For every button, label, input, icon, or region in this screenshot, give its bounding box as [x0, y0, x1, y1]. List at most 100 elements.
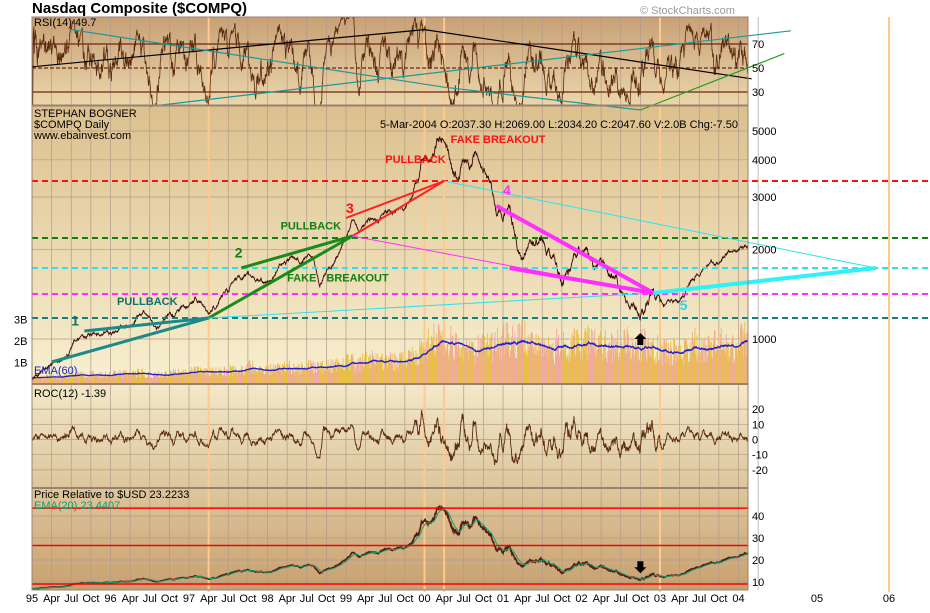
volume-bar — [709, 346, 711, 383]
price-trendline — [207, 234, 354, 320]
volume-bar — [702, 362, 704, 383]
volume-bar — [629, 347, 631, 383]
volume-bar — [312, 370, 313, 383]
volume-bar — [49, 373, 51, 383]
volume-bar — [209, 377, 211, 383]
volume-bar — [638, 360, 640, 383]
volume-bar — [37, 379, 39, 383]
relative-panel — [32, 489, 748, 590]
volume-bar — [222, 376, 224, 383]
volume-bar — [636, 346, 637, 383]
volume-bar — [82, 373, 84, 383]
volume-bar — [142, 371, 144, 383]
volume-bar — [110, 376, 112, 383]
volume-bar — [248, 361, 250, 383]
volume-bar — [627, 334, 629, 383]
volume-bar — [417, 364, 419, 383]
volume-bar — [103, 375, 105, 383]
volume-bar — [302, 369, 304, 383]
volume-bar — [667, 342, 669, 383]
price-trendline — [653, 266, 877, 295]
volume-bar — [546, 346, 548, 383]
volume-bar — [138, 377, 140, 383]
volume-ema-label: EMA(60) — [34, 365, 77, 377]
volume-bar — [325, 366, 327, 383]
volume-bar — [231, 367, 232, 383]
volume-bar — [680, 359, 682, 383]
volume-bar — [254, 374, 256, 383]
volume-bar — [436, 346, 438, 383]
volume-bar — [237, 372, 239, 383]
volume-bar — [664, 339, 665, 383]
volume-bar — [569, 362, 571, 383]
volume-bar — [167, 377, 169, 383]
volume-bar — [505, 322, 507, 383]
volume-bar — [149, 369, 151, 383]
volume-bar — [669, 348, 671, 383]
volume-bar — [398, 369, 399, 383]
volume-bar — [337, 359, 339, 383]
volume-bar — [479, 339, 481, 383]
volume-bar — [267, 370, 269, 383]
volume-bar — [649, 356, 651, 383]
volume-bar — [44, 377, 46, 383]
volume-bar — [170, 370, 172, 383]
volume-bar — [564, 345, 566, 383]
volume-bar — [65, 374, 67, 383]
volume-bar — [599, 343, 601, 383]
volume-bar — [547, 361, 549, 383]
volume-bar — [589, 354, 591, 383]
volume-bar — [136, 378, 138, 383]
volume-bar — [374, 365, 376, 383]
volume-bar — [462, 343, 464, 383]
volume-bar — [138, 369, 140, 383]
volume-bar — [639, 360, 641, 383]
volume-bar — [622, 345, 624, 383]
volume-bar — [194, 366, 196, 383]
volume-bar — [455, 339, 457, 383]
volume-bar — [464, 347, 465, 383]
volume-bar — [584, 328, 586, 383]
rsi-group — [32, 17, 748, 105]
volume-bar — [599, 331, 601, 383]
volume-bar — [537, 355, 539, 383]
volume-bar — [390, 354, 392, 383]
price-axis-tick: 3000 — [752, 192, 776, 204]
volume-bar — [637, 337, 639, 383]
volume-bar — [224, 366, 226, 383]
volume-bar — [64, 373, 65, 383]
volume-bar — [47, 374, 49, 383]
volume-bar — [745, 356, 747, 383]
volume-bar — [161, 377, 163, 383]
volume-bar — [614, 358, 616, 383]
volume-bar — [50, 374, 52, 383]
volume-bar — [34, 375, 36, 383]
volume-bar — [319, 371, 321, 383]
volume-bar — [408, 350, 410, 383]
volume-bar — [558, 334, 560, 383]
volume-bar — [618, 357, 620, 383]
volume-bar — [460, 357, 462, 383]
volume-bar — [55, 379, 57, 383]
relative-ema-label: EMA(20) 23.4407 — [34, 500, 120, 512]
volume-bar — [241, 366, 243, 383]
volume-bar — [306, 371, 308, 383]
volume-bar — [301, 374, 303, 383]
volume-bar — [726, 342, 728, 383]
volume-bar — [470, 348, 472, 383]
volume-bar — [72, 372, 74, 383]
volume-bar — [480, 337, 482, 383]
x-axis-tick: 03 — [654, 593, 666, 605]
volume-bar — [568, 346, 570, 383]
volume-bar — [284, 361, 285, 383]
volume-bar — [716, 345, 718, 383]
volume-bar — [236, 370, 237, 383]
volume-bar — [400, 352, 402, 383]
volume-bar — [495, 352, 497, 383]
rsi-axis-tick: 30 — [752, 87, 764, 99]
volume-bar — [576, 328, 578, 383]
volume-bar — [209, 376, 211, 383]
volume-bar — [619, 352, 621, 383]
axis-ticks: 500040003000200010003B2B1B70503020100-10… — [14, 39, 895, 605]
volume-bar — [714, 329, 716, 383]
